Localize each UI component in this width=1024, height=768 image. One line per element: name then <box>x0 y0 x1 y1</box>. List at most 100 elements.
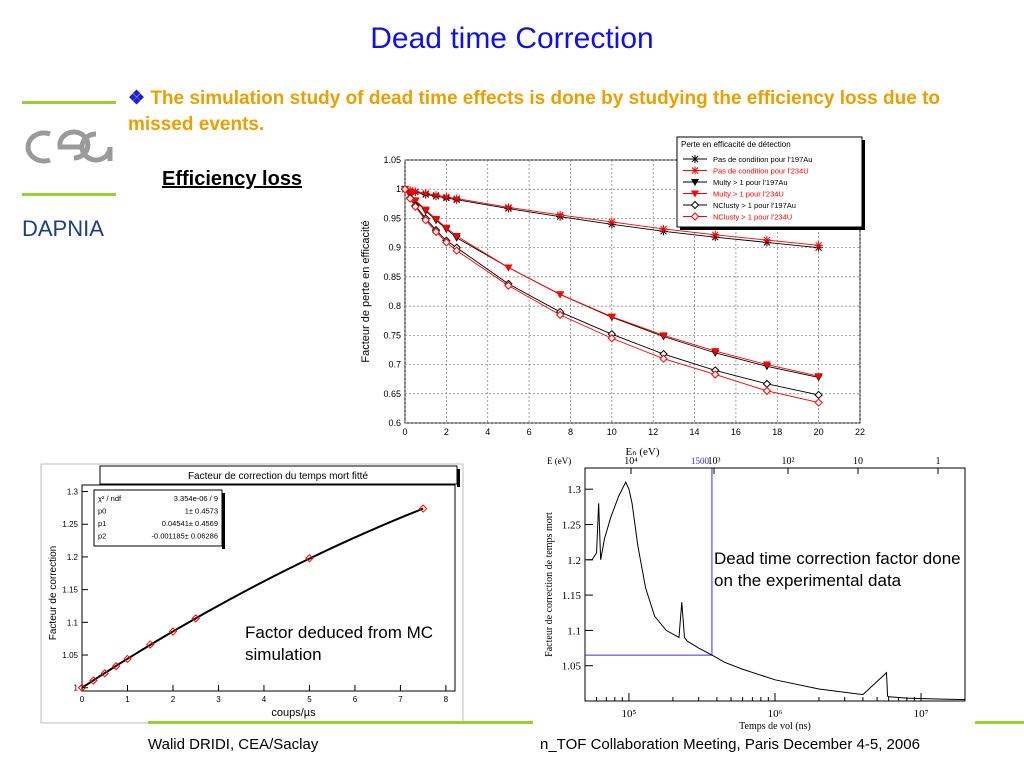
legend-marker-shape <box>691 179 699 186</box>
data-point-shape <box>762 236 771 245</box>
x-tick-label: 8 <box>444 695 449 704</box>
data-point-shape <box>432 191 441 200</box>
data-point-shape <box>442 224 451 232</box>
data-point-shape <box>400 185 410 194</box>
data-point-shape <box>406 186 415 195</box>
data-point-shape <box>814 373 823 381</box>
stats-box <box>93 489 223 547</box>
data-point-shape <box>659 354 668 363</box>
data-point <box>556 291 565 299</box>
y-tick-label: 1.2 <box>567 555 581 567</box>
x-tick-label: 10⁶ <box>768 708 783 720</box>
data-point <box>814 398 823 407</box>
x-tick-label: 10 <box>607 427 617 437</box>
x-tick-label: 6 <box>353 695 358 704</box>
top-axis-label: E (eV) <box>547 456 571 466</box>
data-point <box>168 627 178 636</box>
data-point-shape <box>555 310 565 320</box>
x-tick-label: 5 <box>307 695 312 704</box>
legend-entry: Multy > 1 pour l'234U <box>713 190 784 199</box>
x-tick-label: 1 <box>125 695 130 704</box>
legend-shadow <box>862 140 865 230</box>
data-point-shape <box>659 332 668 340</box>
y-tick-label: 1.25 <box>62 520 78 529</box>
y-tick-label: 0.75 <box>383 330 401 340</box>
data-point <box>442 238 451 247</box>
data-point-shape <box>146 640 155 649</box>
y-tick-label: 0.85 <box>383 272 401 282</box>
y-axis-label: Facteur de correction <box>48 546 59 641</box>
note-experimental: Dead time correction factor done on the … <box>714 549 961 590</box>
data-point <box>607 217 616 226</box>
data-point-shape <box>421 189 430 198</box>
footer-meeting: n_TOF Collaboration Meeting, Paris Decem… <box>540 736 920 753</box>
data-point <box>432 216 441 224</box>
data-point <box>111 661 121 671</box>
data-point <box>711 370 720 379</box>
x-tick-label: 20 <box>814 427 824 437</box>
legend-marker-shape <box>691 155 699 163</box>
x-tick-label: 4 <box>485 427 490 437</box>
data-point <box>762 236 771 245</box>
x-tick-label: 0 <box>80 695 85 704</box>
data-point-shape <box>100 669 109 678</box>
marker-label: 1500 <box>691 456 710 466</box>
legend-marker-shape <box>691 190 699 198</box>
legend-entry: NClusty > 1 pour l'197Au <box>713 201 796 210</box>
y-tick-label: 1.1 <box>567 625 581 637</box>
correction-curve <box>587 480 966 701</box>
y-tick-label: 0.8 <box>388 301 401 311</box>
legend-marker-shape <box>690 200 700 210</box>
data-point-shape <box>452 194 461 203</box>
y-axis-label: Facteur de correction de temps mort <box>544 512 555 657</box>
data-point-shape <box>607 313 616 321</box>
legend-marker <box>691 166 699 175</box>
stat-value: 0.04541± 0.4569 <box>162 519 218 528</box>
x-tick-label: 2 <box>171 695 176 704</box>
logo-top-line <box>22 101 116 104</box>
bullet-body: The simulation study of dead time effect… <box>128 88 941 135</box>
data-point <box>762 361 771 369</box>
legend-entry: NClusty > 1 pour l'234U <box>713 213 792 222</box>
data-point <box>555 310 565 320</box>
data-point-shape <box>504 203 513 212</box>
data-point <box>418 504 428 513</box>
data-point-shape <box>89 676 98 685</box>
data-point-shape <box>418 504 428 513</box>
data-point-shape <box>711 348 720 356</box>
y-tick-label: 1.2 <box>67 553 79 562</box>
fitted-correction-chart: Facteur de correction du temps mort fitt… <box>40 463 464 724</box>
stat-name: p0 <box>98 507 106 516</box>
data-point-shape <box>432 216 441 224</box>
y-tick-label: 1.3 <box>567 484 581 496</box>
bullet-text: ❖ The simulation study of dead time effe… <box>128 86 988 138</box>
data-point-shape <box>191 614 200 623</box>
fit-curve <box>81 507 424 689</box>
x-axis-label: Eₙ (eV) <box>625 446 659 458</box>
data-point <box>405 194 415 203</box>
y-tick-label: 1.05 <box>62 651 78 660</box>
data-point <box>659 224 668 233</box>
data-point <box>442 224 451 232</box>
y-tick-label: 1.05 <box>383 155 401 165</box>
data-point-shape <box>711 230 720 239</box>
data-point <box>659 354 668 363</box>
data-point-shape <box>111 661 121 671</box>
data-point <box>504 281 513 290</box>
y-tick-label: 1.25 <box>562 519 582 531</box>
data-point <box>452 232 461 240</box>
data-point-shape <box>814 241 823 250</box>
legend-marker <box>691 190 699 198</box>
data-point-shape <box>77 683 87 692</box>
plot-frame <box>584 467 966 702</box>
top-tick-label: 1 <box>936 456 941 467</box>
data-point-shape <box>411 202 420 211</box>
data-point <box>305 554 314 563</box>
x-tick-label: 6 <box>527 427 532 437</box>
stat-name: p2 <box>98 532 106 541</box>
x-tick-label: 0 <box>402 427 407 437</box>
data-point <box>411 202 420 211</box>
data-point <box>421 189 430 198</box>
legend-box <box>676 136 863 228</box>
legend-marker <box>690 212 700 221</box>
